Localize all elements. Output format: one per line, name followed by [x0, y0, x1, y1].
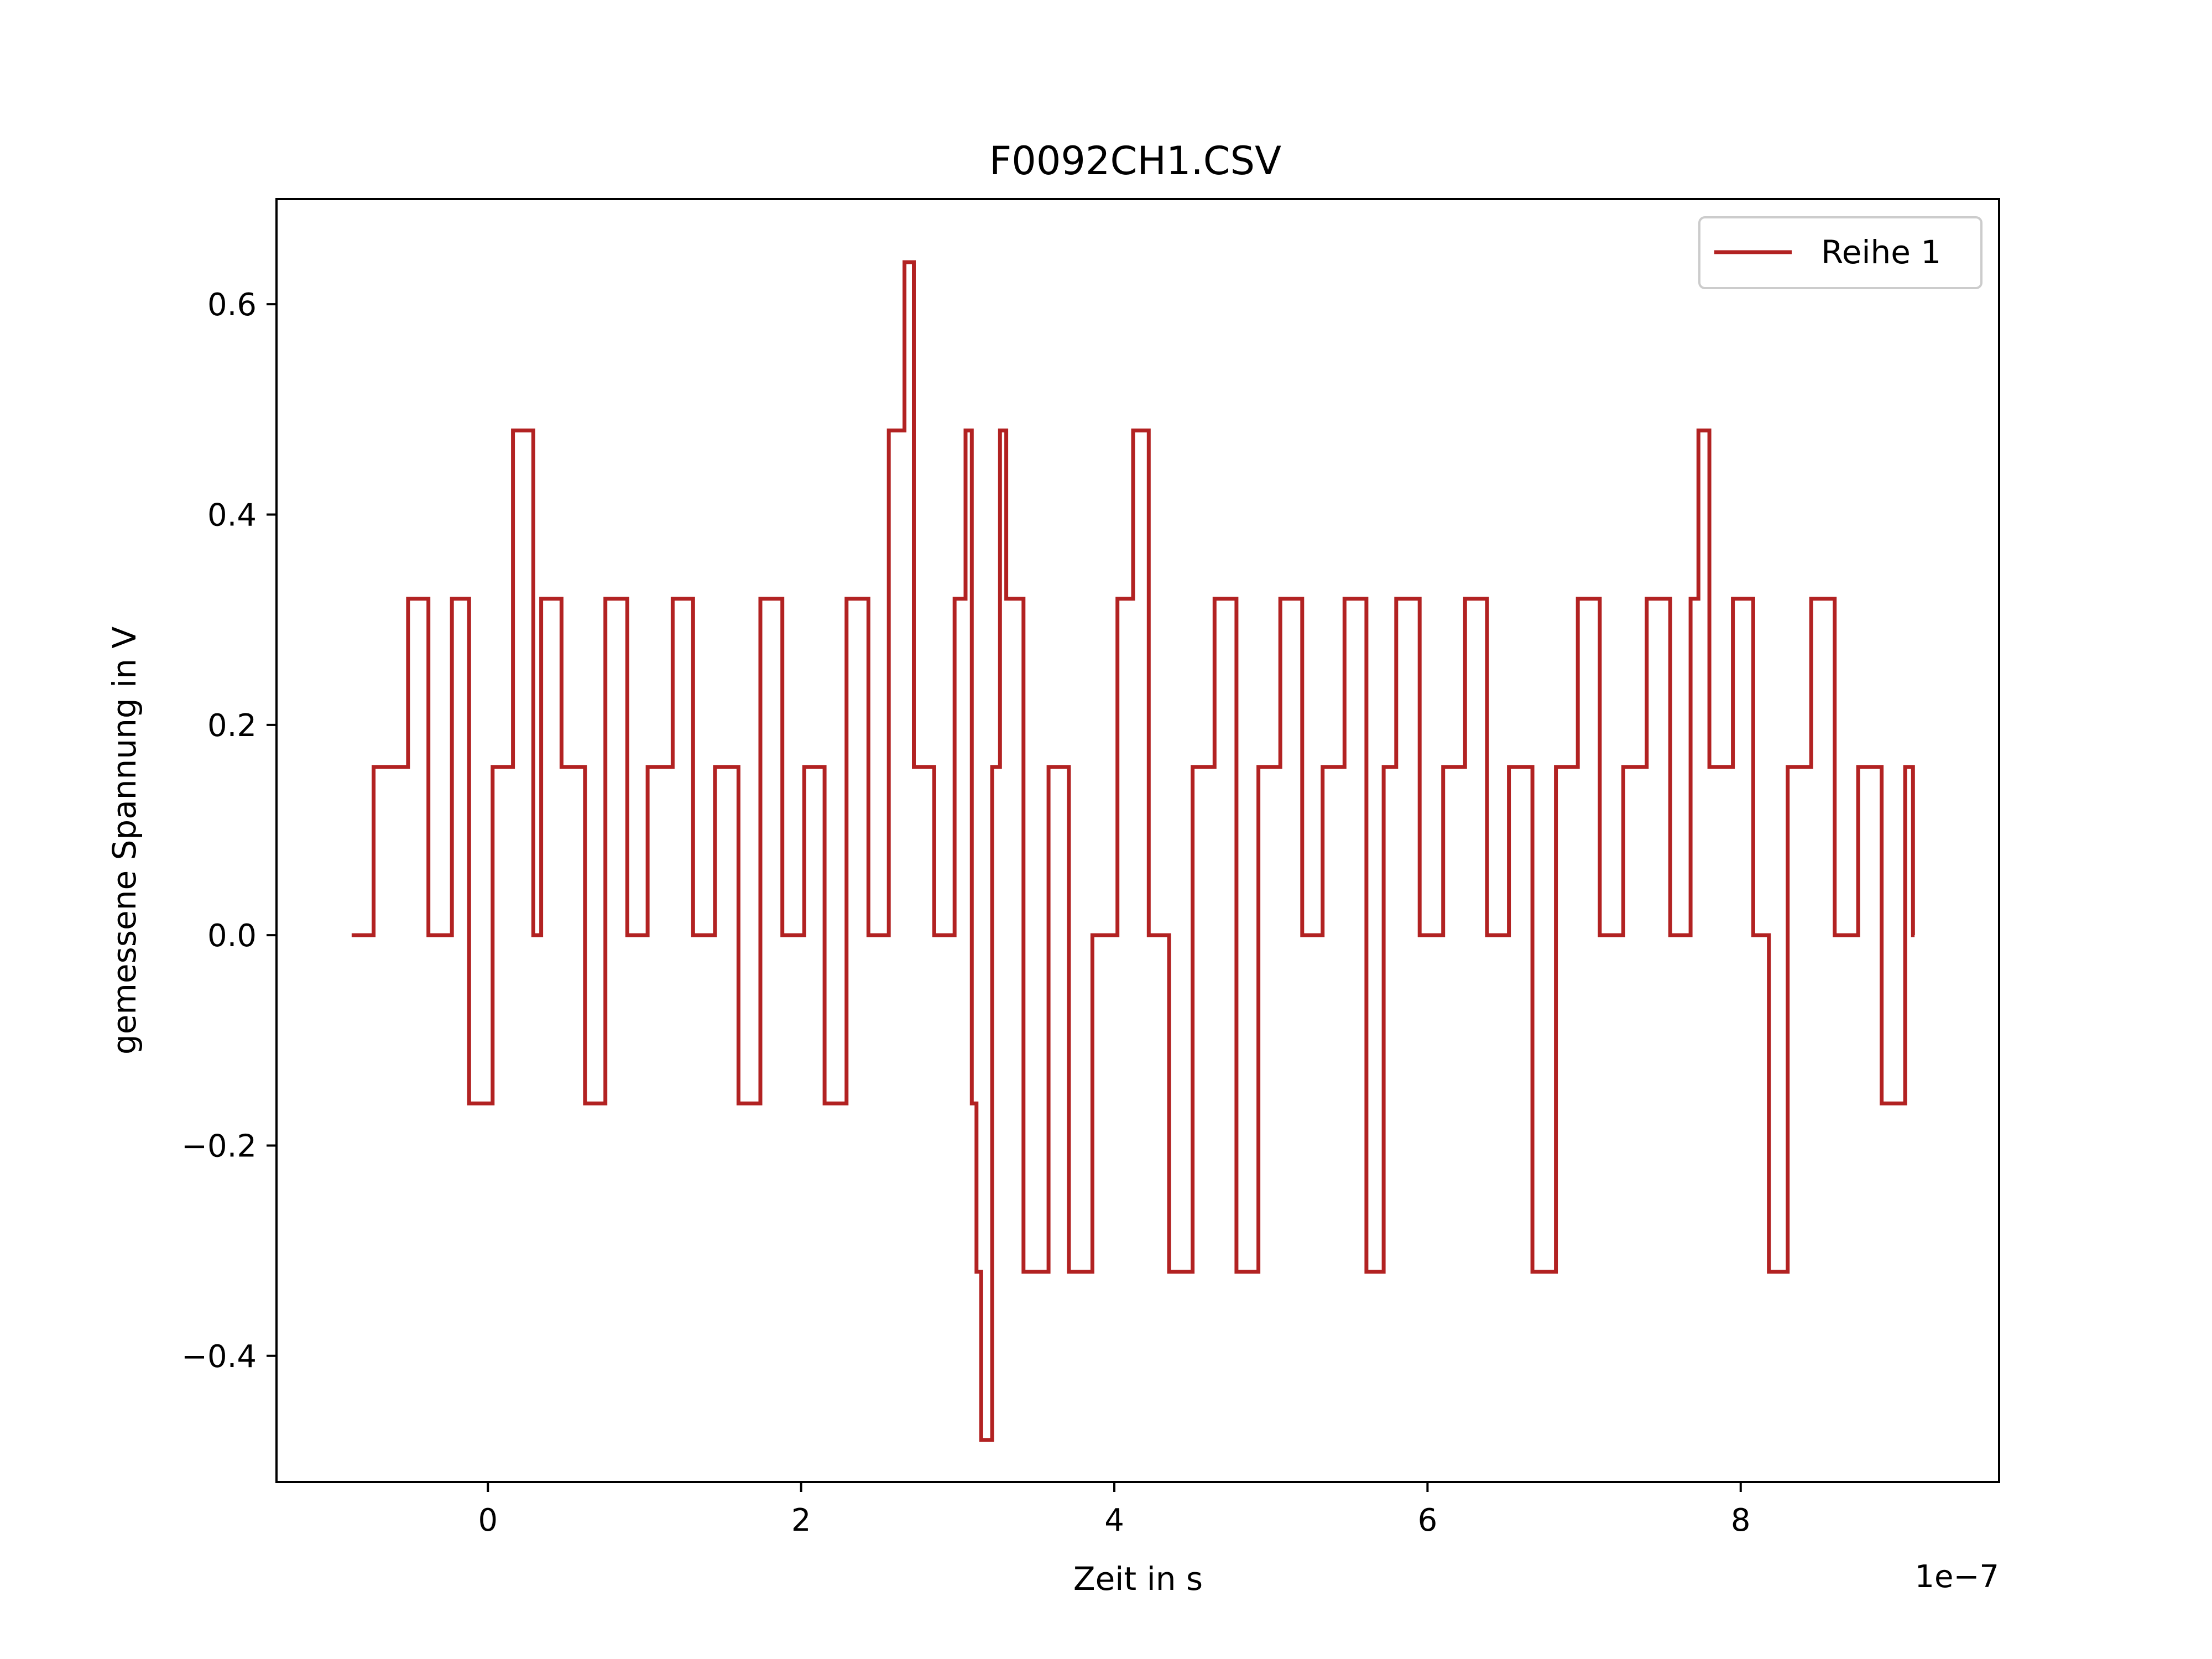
series-line-group [351, 260, 1915, 1442]
y-tick-label: 0.0 [207, 918, 257, 954]
chart-title: F0092CH1.CSV [989, 138, 1281, 184]
y-axis: −0.4 −0.2 0.0 0.2 0.4 0.6 [181, 287, 276, 1375]
y-tick-label: 0.4 [207, 497, 257, 533]
x-axis: 0 2 4 6 8 [478, 1482, 1751, 1538]
series-line-reihe-1 [351, 260, 1915, 1442]
plot-frame [275, 198, 2000, 1483]
x-tick-label: 6 [1418, 1503, 1438, 1538]
legend: Reihe 1 [1698, 216, 1983, 289]
x-axis-label: Zeit in s [1073, 1560, 1203, 1598]
y-tick-label: 0.2 [207, 708, 257, 744]
legend-entry-label: Reihe 1 [1821, 233, 1941, 271]
x-axis-offset-label: 1e−7 [1914, 1559, 1999, 1595]
y-tick-label: 0.6 [207, 287, 257, 323]
x-tick-label: 8 [1731, 1503, 1751, 1538]
legend-box [1698, 216, 1983, 289]
x-tick-label: 4 [1104, 1503, 1124, 1538]
y-axis-label: gemessene Spannung in V [106, 627, 143, 1055]
y-tick-label: −0.4 [181, 1339, 257, 1375]
y-tick-label: −0.2 [181, 1128, 257, 1164]
x-tick-label: 2 [791, 1503, 811, 1538]
x-tick-label: 0 [478, 1503, 498, 1538]
